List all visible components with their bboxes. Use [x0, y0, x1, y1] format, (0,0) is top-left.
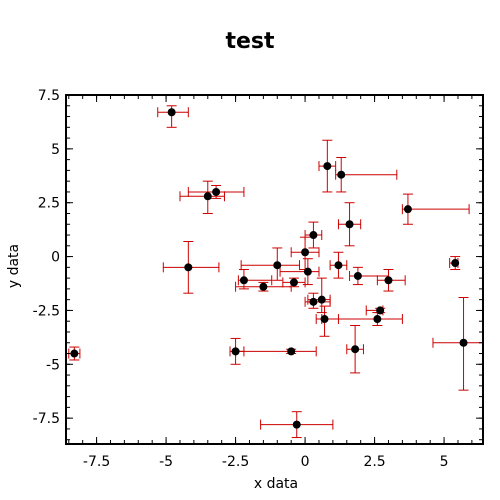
data-point	[289, 278, 298, 287]
data-point	[212, 187, 221, 196]
x-tick-label: 2.5	[363, 454, 385, 470]
data-point	[376, 306, 385, 315]
plot-frame	[65, 94, 484, 445]
y-tick-label: 0	[51, 250, 60, 266]
y-tick-label: 5	[51, 142, 60, 158]
errorbar-21	[321, 312, 403, 327]
data-point	[273, 261, 282, 270]
y-axis-label: y data	[6, 244, 22, 288]
x-tick-label: 5	[440, 454, 449, 470]
errorbar-2	[179, 180, 225, 214]
data-point	[403, 205, 412, 214]
data-point	[303, 267, 312, 276]
data-point	[203, 192, 212, 201]
data-point	[259, 282, 268, 291]
y-tick-label: -5	[46, 357, 60, 373]
data-point	[309, 297, 318, 306]
data-point	[451, 259, 460, 268]
y-tick-label: 2.5	[38, 196, 60, 212]
errorbar-10	[279, 258, 320, 286]
y-tick-label: 7.5	[38, 88, 60, 104]
data-point	[384, 276, 393, 285]
errorbar-24	[401, 193, 470, 225]
data-point	[287, 347, 296, 356]
chart-title: test	[225, 29, 275, 54]
marker-layer	[70, 108, 468, 429]
data-point	[317, 295, 326, 304]
data-point	[320, 315, 329, 324]
data-point	[167, 108, 176, 117]
errorbar-13	[307, 277, 331, 314]
data-point	[345, 220, 354, 229]
x-tick-label: -2.5	[222, 454, 249, 470]
data-point	[70, 349, 79, 358]
y-tick-label: -7.5	[33, 411, 60, 427]
data-point	[184, 263, 193, 272]
data-point	[459, 338, 468, 347]
data-point	[353, 271, 362, 280]
errorbar-layer	[68, 105, 484, 439]
x-tick-label: -5	[159, 454, 173, 470]
data-point	[373, 315, 382, 324]
data-point	[337, 170, 346, 179]
y-tick-label: -2.5	[33, 303, 60, 319]
errorbar-26	[432, 297, 484, 391]
data-point	[239, 276, 248, 285]
x-tick-label: -7.5	[83, 454, 110, 470]
data-point	[309, 231, 318, 240]
data-point	[292, 420, 301, 429]
data-point	[351, 345, 360, 354]
data-point	[231, 347, 240, 356]
data-point	[334, 261, 343, 270]
errorbar-17	[335, 156, 398, 193]
data-point	[301, 248, 310, 257]
errorbar-16	[329, 251, 348, 279]
x-axis-label: x data	[254, 476, 298, 492]
data-point	[323, 162, 332, 171]
x-tick-label: 0	[301, 454, 310, 470]
errorbar-27	[235, 346, 317, 357]
tick-layer: -7.5 -5 -2.5 0 2.5 5 -7.5 -5 -2.5 0 2.5 5 7.5	[33, 88, 483, 470]
